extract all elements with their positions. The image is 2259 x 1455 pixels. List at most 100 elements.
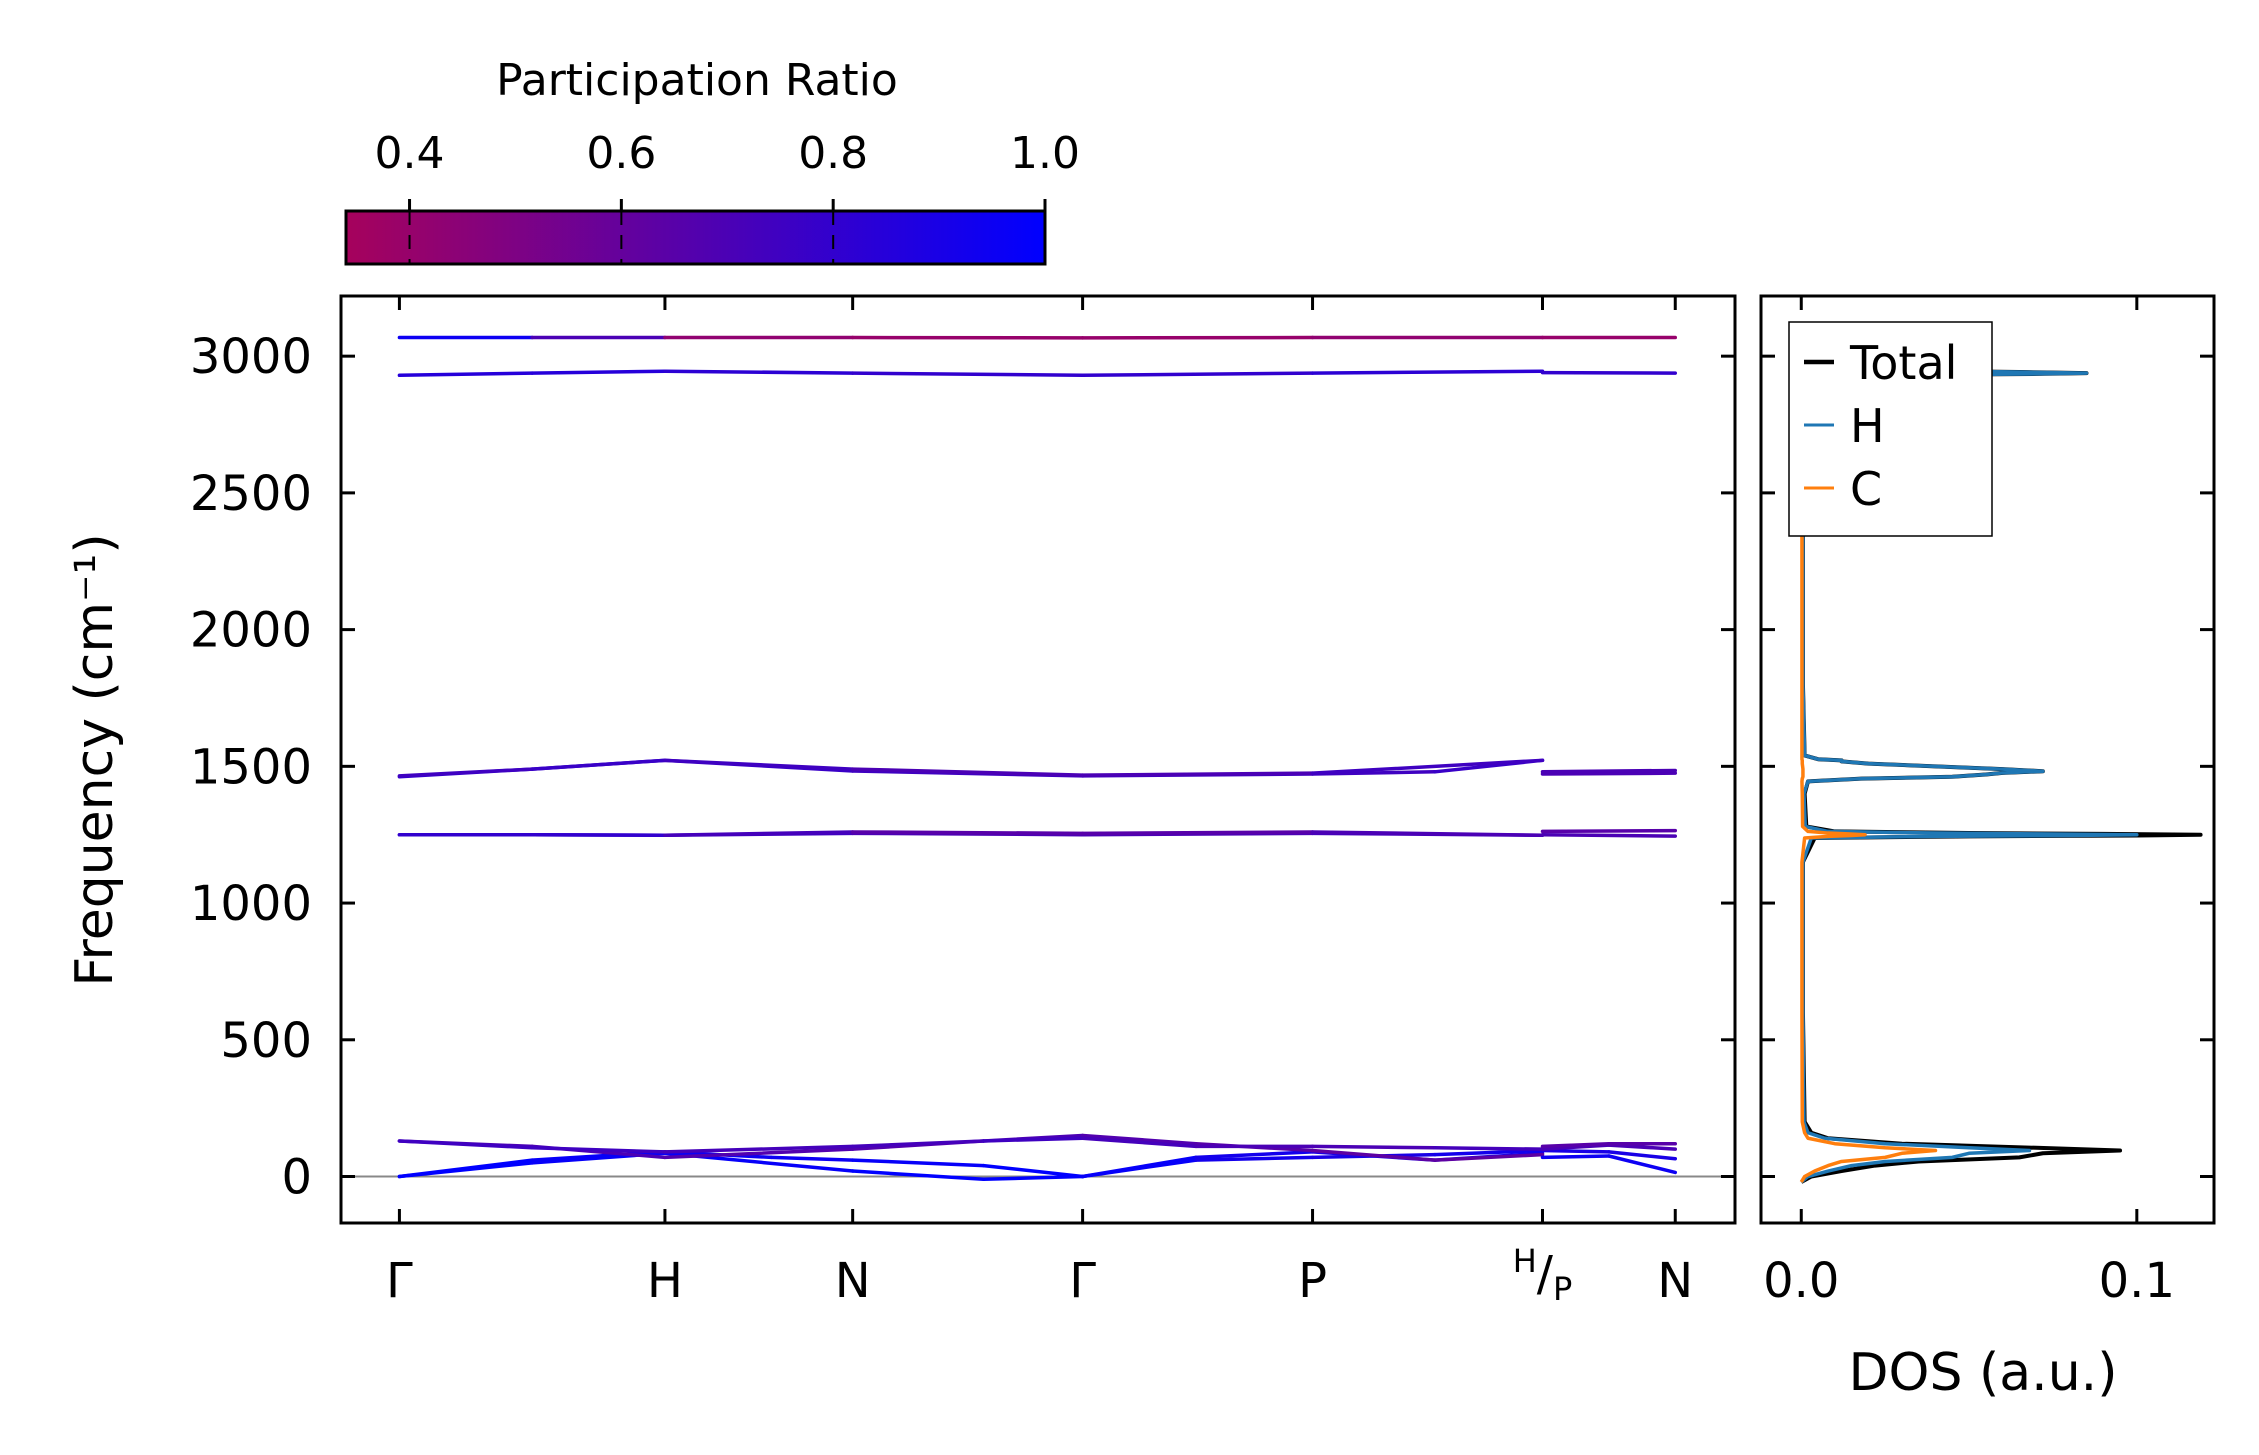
band-segment [1540,832,1678,838]
band-segment [850,371,1085,378]
band-segment [1080,1155,1198,1179]
band-y-ticks: 0 500 1000 1500 2000 2500 3000 [190,329,1735,1206]
band-segment [1194,1150,1315,1160]
band-segment [1310,830,1545,837]
band-segment [663,369,855,375]
band-y-tick-label: 3000 [190,329,312,385]
y-axis-label-text: Frequency (cm⁻¹) [65,533,125,986]
band-segment [1310,1144,1437,1150]
band-segment [1310,1148,1437,1162]
band-y-tick-label: 1000 [190,876,312,932]
band-segment [663,1147,855,1160]
band-x-tick-label: Γ [1069,1253,1096,1309]
band-12 [1540,828,1678,834]
legend: Total HC [1788,321,1993,537]
band-x-tick-label: N [1657,1253,1693,1309]
band-segment [663,758,855,771]
colorbar-title: Participation Ratio [496,55,898,106]
band-segment [850,1158,986,1168]
band-segment [1540,370,1678,375]
band-segment [1540,1148,1611,1154]
legend-label-h: H [1850,399,1885,453]
band-segment [1310,758,1545,775]
band-segment [530,832,667,837]
band-x-tick-label: H [647,1253,683,1309]
colorbar-tick-label: 1.0 [1010,128,1080,179]
band-segment [1433,1146,1545,1151]
band-15 [1540,771,1678,776]
dos-x-tick-label: 0.1 [2099,1253,2175,1309]
band-segment [1080,771,1315,777]
band-x-tick-label-slash: / [1537,1246,1554,1302]
band-x-tick-label: H/P [1513,1242,1573,1308]
band-segment [1310,369,1545,375]
dos-y-ticks [1761,354,2214,1179]
band-x-tick-label: N [835,1253,871,1309]
band-y-tick-label: 1500 [190,739,312,795]
band-segment [850,1169,986,1181]
band-segment [397,1139,534,1150]
band-8 [1540,1141,1678,1149]
band-segment [981,1174,1085,1181]
band-segment [1080,830,1315,836]
band-segment [1540,828,1678,834]
band-segment [1540,1141,1611,1149]
band-segment [769,1155,855,1162]
colorbar-tick-label: 0.4 [375,128,445,179]
dos-x-tick-label: 0.0 [1763,1253,1839,1309]
band-segment [1080,1133,1198,1146]
band-lines [397,335,1678,1181]
band-x-tick-label-top: H [1513,1242,1537,1280]
legend-label-c: C [1850,462,1882,516]
band-segment [981,1163,1085,1179]
band-segment [850,1139,986,1149]
band-segment [1540,771,1678,776]
dos-x-ticks: 0.0 0.1 [1763,296,2175,1309]
band-y-tick-label: 500 [220,1013,312,1069]
band-segment [1540,1154,1611,1160]
colorbar-tick-label: 0.8 [798,128,868,179]
band-segment [530,369,667,375]
band-11 [1540,832,1678,838]
band-segment [530,1146,667,1154]
dos-panel: 0.0 0.1 DOS (a.u.) Total HC [1759,294,2216,1403]
band-segment [1540,768,1678,774]
band-4 [397,1136,1545,1154]
dos-line-h [1800,332,2139,1184]
band-segment [663,1144,855,1154]
band-10 [397,830,1545,837]
band-segment [530,758,667,771]
band-segment [1080,1136,1198,1149]
band-segment [1433,1152,1545,1162]
band-x-tick-label: Γ [386,1253,413,1309]
x-axis-label: DOS (a.u.) [1849,1343,2118,1403]
colorbar: Participation Ratio 0.4 0.6 0.8 1.0 [344,55,1080,266]
band-14 [397,758,1545,778]
dos-plot-frame [1759,294,2216,1225]
colorbar-gradient [344,209,1047,266]
band-segment [850,767,1085,777]
band-y-tick-label: 2500 [190,466,312,522]
band-segment [397,371,534,378]
band-6 [1540,1148,1678,1161]
legend-box [1788,321,1993,537]
band-segment [1607,1143,1678,1151]
band-segment [1433,1148,1545,1157]
band-5 [1540,1154,1678,1175]
legend-label-total: Total [1849,336,1957,390]
band-17 [397,369,1545,378]
band-x-ticks: Γ H N Γ P H/P N [386,296,1693,1309]
band-segment [850,830,1085,836]
band-segment [397,1158,534,1179]
band-x-tick-label-bottom: P [1553,1270,1572,1308]
band-x-tick-label: P [1298,1253,1327,1309]
band-y-tick-label: 0 [281,1150,312,1206]
band-segment [663,830,855,837]
band-16 [1540,768,1678,774]
band-segment [1194,1155,1315,1162]
band-segment [1607,1150,1678,1161]
band-segment [397,767,534,778]
band-18 [1540,370,1678,375]
